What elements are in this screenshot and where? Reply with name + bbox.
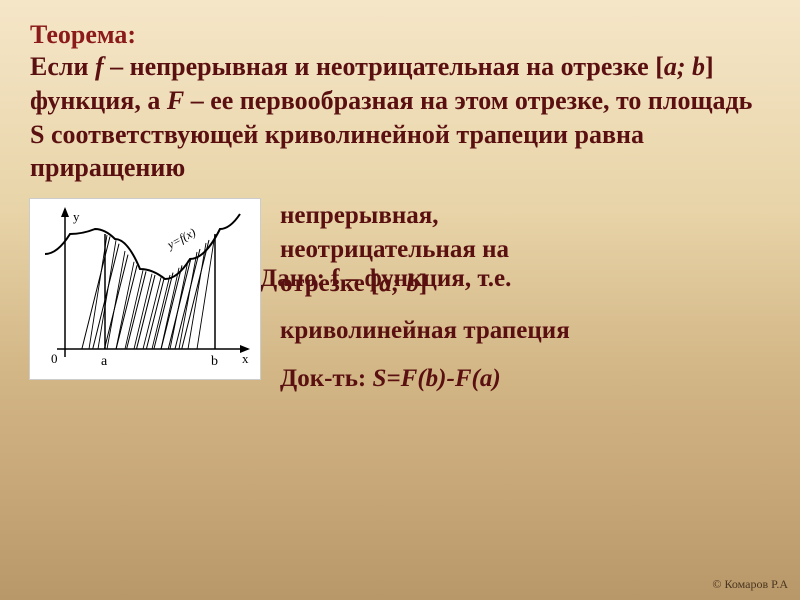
svg-text:b: b xyxy=(211,354,218,369)
svg-text:a: a xyxy=(101,354,108,369)
graph-figure: y x 0 a b y=f(x) xyxy=(30,199,260,379)
svg-text:x: x xyxy=(242,351,249,366)
svg-text:y: y xyxy=(73,209,80,224)
given-line4: криволинейная трапеция xyxy=(280,314,770,348)
prove-line: Док-ть: S=F(b)-F(a) xyxy=(280,362,770,396)
overlay-dano: Дано: f – функция, т.е. xyxy=(260,265,511,293)
footer-credit: © Комаров Р.А xyxy=(712,577,788,592)
theorem-body: Если f – непрерывная и неотрицательная н… xyxy=(30,50,770,185)
svg-text:0: 0 xyxy=(51,351,58,366)
theorem-given: непрерывная, неотрицательная на отрезке … xyxy=(280,199,770,396)
given-line1: непрерывная, xyxy=(280,199,770,233)
theorem-header: Теорема: xyxy=(30,20,770,50)
given-line2: неотрицательная на xyxy=(280,233,770,267)
svg-text:y=f(x): y=f(x) xyxy=(164,225,198,252)
